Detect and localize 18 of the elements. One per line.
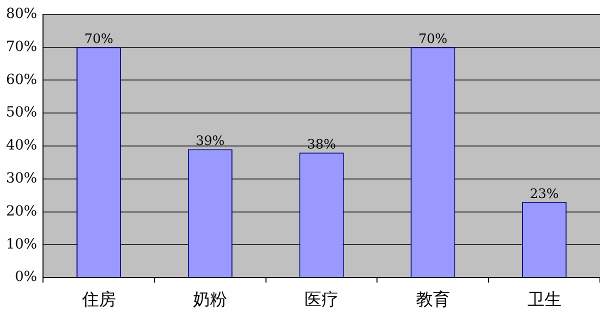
x-tick-label: 医疗 xyxy=(304,290,339,310)
y-tick-label: 50% xyxy=(6,104,38,121)
x-tick-label: 教育 xyxy=(416,290,450,310)
y-tick-label: 30% xyxy=(6,170,38,187)
x-tick-label: 卫生 xyxy=(527,290,562,310)
y-tick-label: 0% xyxy=(14,269,38,286)
y-tick-label: 70% xyxy=(6,38,38,55)
y-tick-label: 20% xyxy=(6,203,38,220)
data-label: 39% xyxy=(196,134,225,150)
y-tick-label: 10% xyxy=(6,236,38,252)
x-tick-label: 奶粉 xyxy=(193,290,228,310)
data-label: 70% xyxy=(84,32,114,48)
y-tick-label: 60% xyxy=(6,72,38,88)
data-label: 70% xyxy=(418,32,448,48)
x-tick-label: 住房 xyxy=(80,290,116,310)
y-tick-label: 80% xyxy=(6,6,38,22)
data-label: 23% xyxy=(530,186,559,202)
y-tick-label: 40% xyxy=(6,138,38,154)
